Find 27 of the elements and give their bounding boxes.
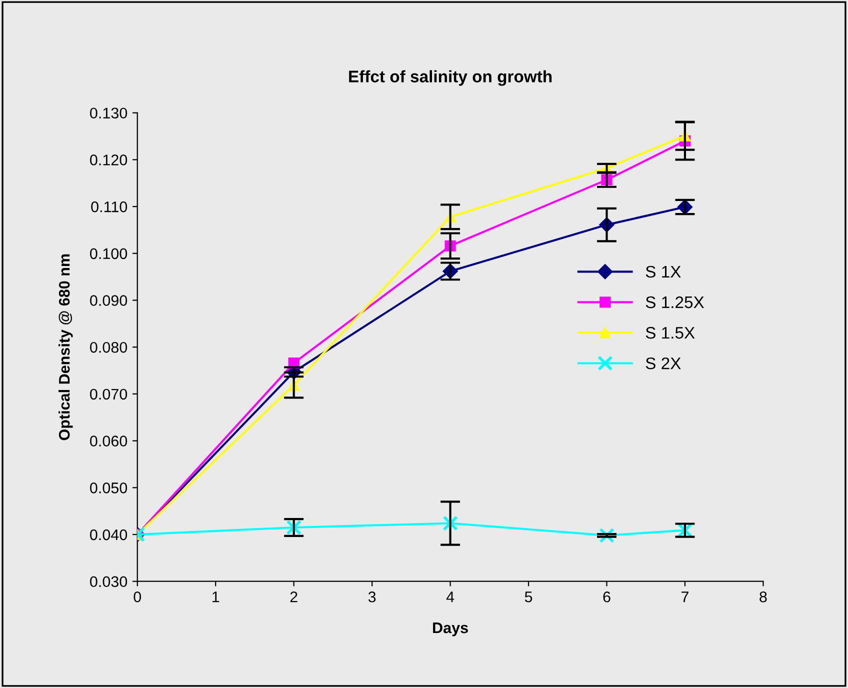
x-axis-title: Days [433,622,468,636]
y-tick-label: 0.080 [90,342,128,353]
x-tick-label: 1 [212,592,220,602]
legend-label: S 2X [646,357,681,370]
y-axis-title: Optical Density @ 680 nm [58,254,73,440]
legend-label: S 1X [646,266,681,278]
y-tick-label: 0.060 [90,436,128,446]
x-tick-label: 5 [524,592,532,602]
y-tick-label: 0.100 [90,248,128,260]
y-tick-label: 0.090 [90,295,128,306]
x-tick-label: 3 [368,591,376,602]
y-tick-label: 0.070 [90,388,128,400]
y-tick-label: 0.130 [90,108,128,119]
x-tick-label: 6 [603,591,610,602]
x-tick-label: 8 [760,591,767,602]
y-tick-label: 0.050 [90,482,128,494]
chart-title: Effct of salinity on growth [349,70,552,86]
x-tick-label: 0 [134,591,142,602]
x-tick-label: 7 [682,592,688,602]
y-tick-label: 0.040 [90,529,128,540]
y-tick-label: 0.110 [91,201,128,212]
legend-label: S 1.5X [646,326,695,339]
legend-label: S 1.25X [646,296,704,308]
y-tick-label: 0.120 [90,154,128,166]
y-tick-label: 0.030 [90,576,128,588]
x-tick-label: 2 [290,591,298,602]
x-tick-label: 4 [446,592,454,602]
